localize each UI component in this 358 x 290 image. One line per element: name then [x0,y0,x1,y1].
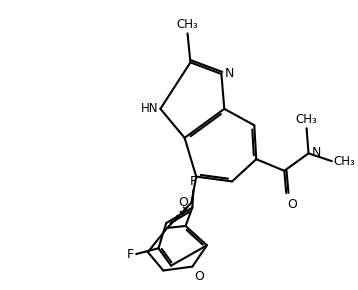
Text: O: O [194,269,204,282]
Text: O: O [179,196,188,209]
Text: HN: HN [141,102,159,115]
Text: CH₃: CH₃ [176,18,198,31]
Text: CH₃: CH₃ [296,113,318,126]
Text: F: F [190,175,197,188]
Text: N: N [311,146,321,159]
Text: F: F [127,248,134,260]
Text: O: O [287,198,297,211]
Text: CH₃: CH₃ [334,155,355,168]
Text: N: N [224,66,234,79]
